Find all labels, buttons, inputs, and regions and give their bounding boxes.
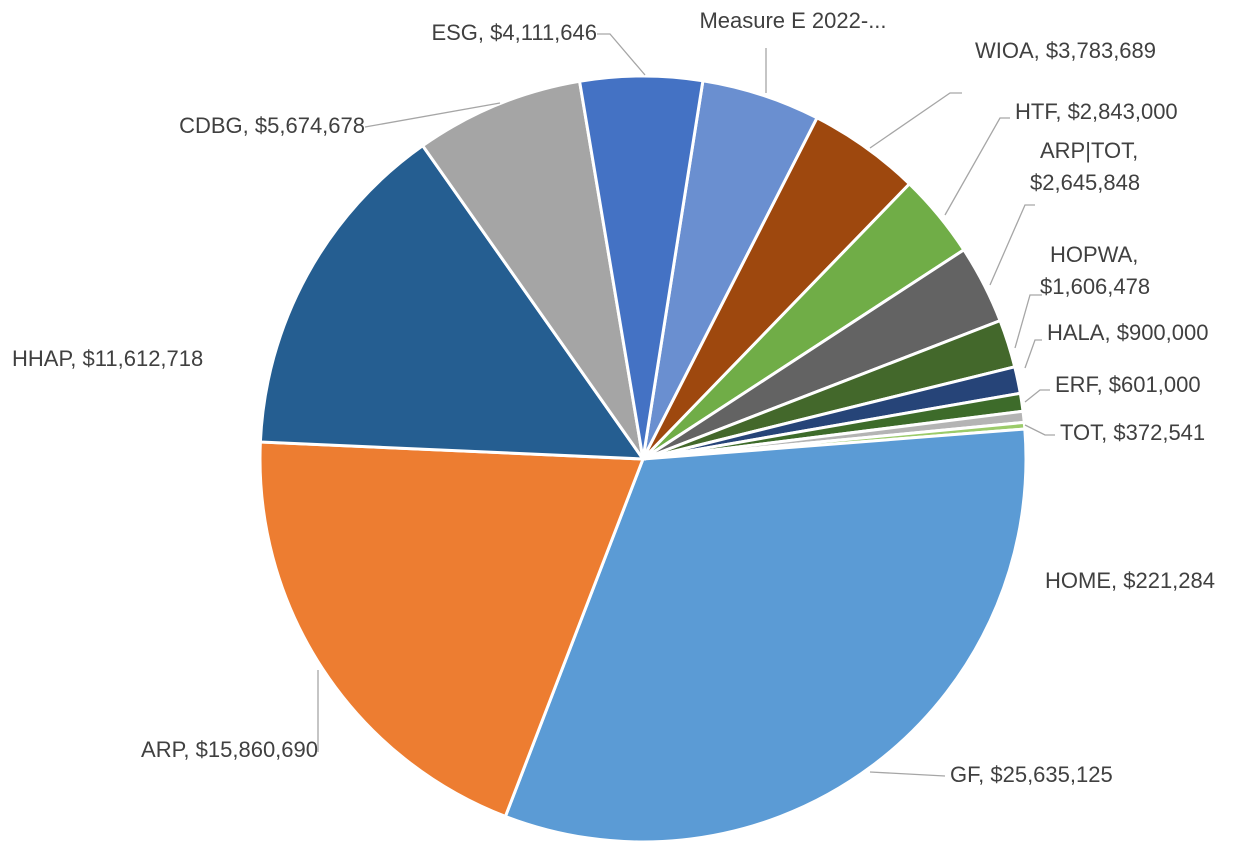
data-label: HALA, $900,000	[1047, 320, 1208, 345]
data-label: ERF, $601,000	[1055, 372, 1201, 397]
leader-line	[1014, 294, 1042, 349]
leader-line	[944, 117, 1010, 216]
label-category: HALA	[1047, 320, 1105, 345]
data-label: CDBG, $5,674,678	[179, 113, 365, 138]
label-separator: ,	[1034, 38, 1046, 63]
leader-line	[364, 102, 501, 128]
label-separator: ,	[1055, 99, 1067, 124]
label-category: TOT	[1060, 420, 1103, 445]
label-value: $3,783,689	[1046, 38, 1156, 63]
label-value: $1,606,478	[1040, 274, 1150, 299]
label-value: $4,111,646	[490, 20, 597, 45]
label-category: CDBG	[179, 113, 243, 138]
label-separator: ,	[183, 737, 195, 762]
data-label: ARP, $15,860,690	[141, 737, 318, 762]
label-value: $900,000	[1117, 320, 1209, 345]
label-category: ERF	[1055, 372, 1099, 397]
pie-slice	[577, 74, 705, 460]
leader-line	[869, 771, 946, 777]
label-value: $372,541	[1113, 420, 1205, 445]
label-separator: ,	[1104, 320, 1116, 345]
label-value: $25,635,125	[990, 762, 1112, 787]
leader-line	[1024, 389, 1050, 403]
leader-line	[869, 92, 962, 149]
label-category: HOPWA	[1050, 242, 1133, 267]
label-separator: ,	[243, 113, 255, 138]
label-separator: ,	[1132, 242, 1144, 267]
label-value: $5,674,678	[255, 113, 365, 138]
label-category: HHAP	[12, 346, 72, 371]
leader-line	[1024, 339, 1042, 369]
pie-slice	[258, 440, 646, 819]
data-label: Measure E 2022-...	[699, 8, 886, 33]
data-label: HHAP, $11,612,718	[12, 346, 203, 371]
label-value: $2,645,848	[1030, 170, 1140, 195]
data-label: ESG, $4,111,646	[431, 20, 597, 45]
label-category: HTF	[1015, 99, 1057, 124]
label-category: ARP|TOT	[1040, 138, 1134, 163]
label-value: $2,843,000	[1068, 99, 1178, 124]
label-value: $15,860,690	[196, 737, 318, 762]
leader-line	[597, 33, 646, 76]
label-category: HOME	[1045, 568, 1111, 593]
label-value: $221,284	[1123, 568, 1215, 593]
label-separator: ,	[1097, 372, 1109, 397]
label-value: $601,000	[1109, 372, 1201, 397]
data-label: HOME, $221,284	[1045, 568, 1215, 593]
label-category: ESG	[431, 20, 477, 45]
label-category: WIOA	[975, 38, 1034, 63]
data-label: TOT, $372,541	[1060, 420, 1205, 445]
label-separator: ,	[478, 20, 490, 45]
data-label: GF, $25,635,125	[950, 762, 1113, 787]
label-separator: ,	[1111, 568, 1123, 593]
data-label: HOPWA, $1,606,478	[1040, 242, 1150, 299]
data-label: WIOA, $3,783,689	[975, 38, 1156, 63]
label-value: $11,612,718	[83, 346, 204, 371]
label-separator: ,	[1132, 138, 1144, 163]
label-category: Measure E 2022-...	[699, 8, 886, 33]
label-separator: ,	[70, 346, 82, 371]
label-separator: ,	[978, 762, 990, 787]
pie-slice	[503, 427, 1028, 844]
data-label: ARP|TOT, $2,645,848	[1030, 138, 1144, 195]
label-category: ARP	[141, 737, 186, 762]
leader-line	[1024, 424, 1055, 436]
label-category: GF	[950, 762, 980, 787]
pie-slice	[420, 79, 645, 460]
label-separator: ,	[1101, 420, 1113, 445]
leader-line	[989, 204, 1035, 286]
pie-slice	[258, 143, 646, 461]
data-label: HTF, $2,843,000	[1015, 99, 1178, 124]
